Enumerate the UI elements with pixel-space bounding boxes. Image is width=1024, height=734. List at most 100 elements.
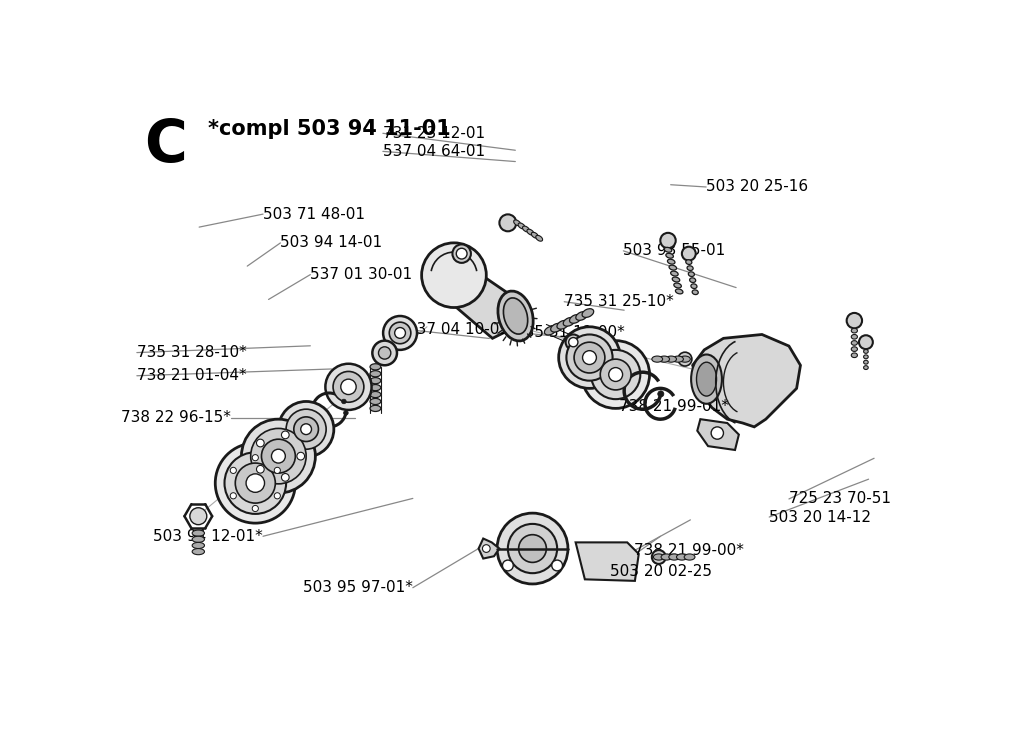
Circle shape [422,243,486,308]
Ellipse shape [370,377,381,384]
Ellipse shape [851,328,857,333]
Circle shape [224,452,286,514]
Circle shape [344,410,348,415]
Circle shape [373,341,397,366]
Ellipse shape [696,362,717,396]
Circle shape [660,233,676,248]
Ellipse shape [370,391,381,398]
Circle shape [256,465,264,473]
Circle shape [189,508,207,525]
Ellipse shape [193,542,205,548]
Ellipse shape [851,353,857,357]
Ellipse shape [686,260,692,264]
Ellipse shape [671,271,678,276]
Ellipse shape [689,278,695,283]
Ellipse shape [518,223,525,229]
Circle shape [282,473,289,482]
Ellipse shape [370,405,381,412]
Ellipse shape [457,248,467,259]
Ellipse shape [662,554,672,560]
Circle shape [230,468,237,473]
Ellipse shape [370,364,381,370]
Circle shape [482,545,490,553]
Circle shape [859,335,872,349]
Ellipse shape [575,312,588,320]
Circle shape [326,364,372,410]
Circle shape [286,409,326,449]
Polygon shape [697,419,739,450]
Ellipse shape [658,356,670,362]
Circle shape [294,417,318,442]
Circle shape [552,560,562,571]
Ellipse shape [677,554,687,560]
Text: 503 20 25-16: 503 20 25-16 [707,180,808,195]
Ellipse shape [680,356,690,362]
Text: 738 21 99-01*: 738 21 99-01* [620,399,729,414]
Circle shape [682,247,695,261]
Circle shape [389,322,411,344]
Ellipse shape [527,229,534,235]
Circle shape [657,390,664,397]
Ellipse shape [193,530,205,537]
Circle shape [342,399,346,404]
Text: 537 04 64-01: 537 04 64-01 [383,144,485,159]
Ellipse shape [193,537,205,542]
Circle shape [608,368,623,382]
Ellipse shape [688,272,694,277]
Polygon shape [575,542,639,581]
Ellipse shape [563,318,574,326]
Text: 735 31 11-00*: 735 31 11-00* [514,324,625,340]
Ellipse shape [565,335,581,350]
Ellipse shape [851,341,857,345]
Ellipse shape [551,324,562,332]
Ellipse shape [863,360,868,364]
Ellipse shape [674,283,681,288]
Ellipse shape [863,349,868,353]
Ellipse shape [665,247,672,252]
Circle shape [600,359,631,390]
Circle shape [261,439,295,473]
Circle shape [379,346,391,359]
Circle shape [503,560,513,571]
Circle shape [274,468,281,473]
Circle shape [559,327,621,388]
Circle shape [282,431,289,439]
Ellipse shape [193,548,205,555]
Circle shape [333,371,364,402]
Text: 503 94 12-01*: 503 94 12-01* [154,528,263,544]
Circle shape [566,335,612,381]
Ellipse shape [672,277,680,282]
Ellipse shape [545,327,556,335]
Circle shape [256,439,264,447]
Circle shape [591,350,640,399]
Ellipse shape [669,554,680,560]
Circle shape [574,342,605,373]
Circle shape [230,493,237,499]
Ellipse shape [568,338,578,346]
Circle shape [847,313,862,328]
Text: 735 31 28-10*: 735 31 28-10* [137,345,247,360]
Text: 738 22 96-15*: 738 22 96-15* [121,410,230,425]
Ellipse shape [569,315,582,323]
Circle shape [279,401,334,457]
Circle shape [246,474,264,493]
Circle shape [252,506,258,512]
Ellipse shape [863,366,868,369]
Ellipse shape [863,355,868,359]
Circle shape [274,493,281,499]
Text: 731 23 12-01: 731 23 12-01 [383,126,485,141]
Text: 503 95 97-01*: 503 95 97-01* [303,580,413,595]
Circle shape [652,550,666,564]
Circle shape [297,452,304,460]
Text: 503 20 14-12: 503 20 14-12 [769,509,871,525]
Text: 537 01 30-01: 537 01 30-01 [310,267,413,282]
Ellipse shape [691,284,697,288]
Ellipse shape [514,220,520,226]
Circle shape [394,327,406,338]
Polygon shape [692,335,801,427]
Circle shape [582,341,649,408]
Circle shape [301,424,311,435]
Ellipse shape [498,291,534,341]
Text: 725 23 70-51: 725 23 70-51 [788,492,891,506]
Ellipse shape [531,232,539,238]
